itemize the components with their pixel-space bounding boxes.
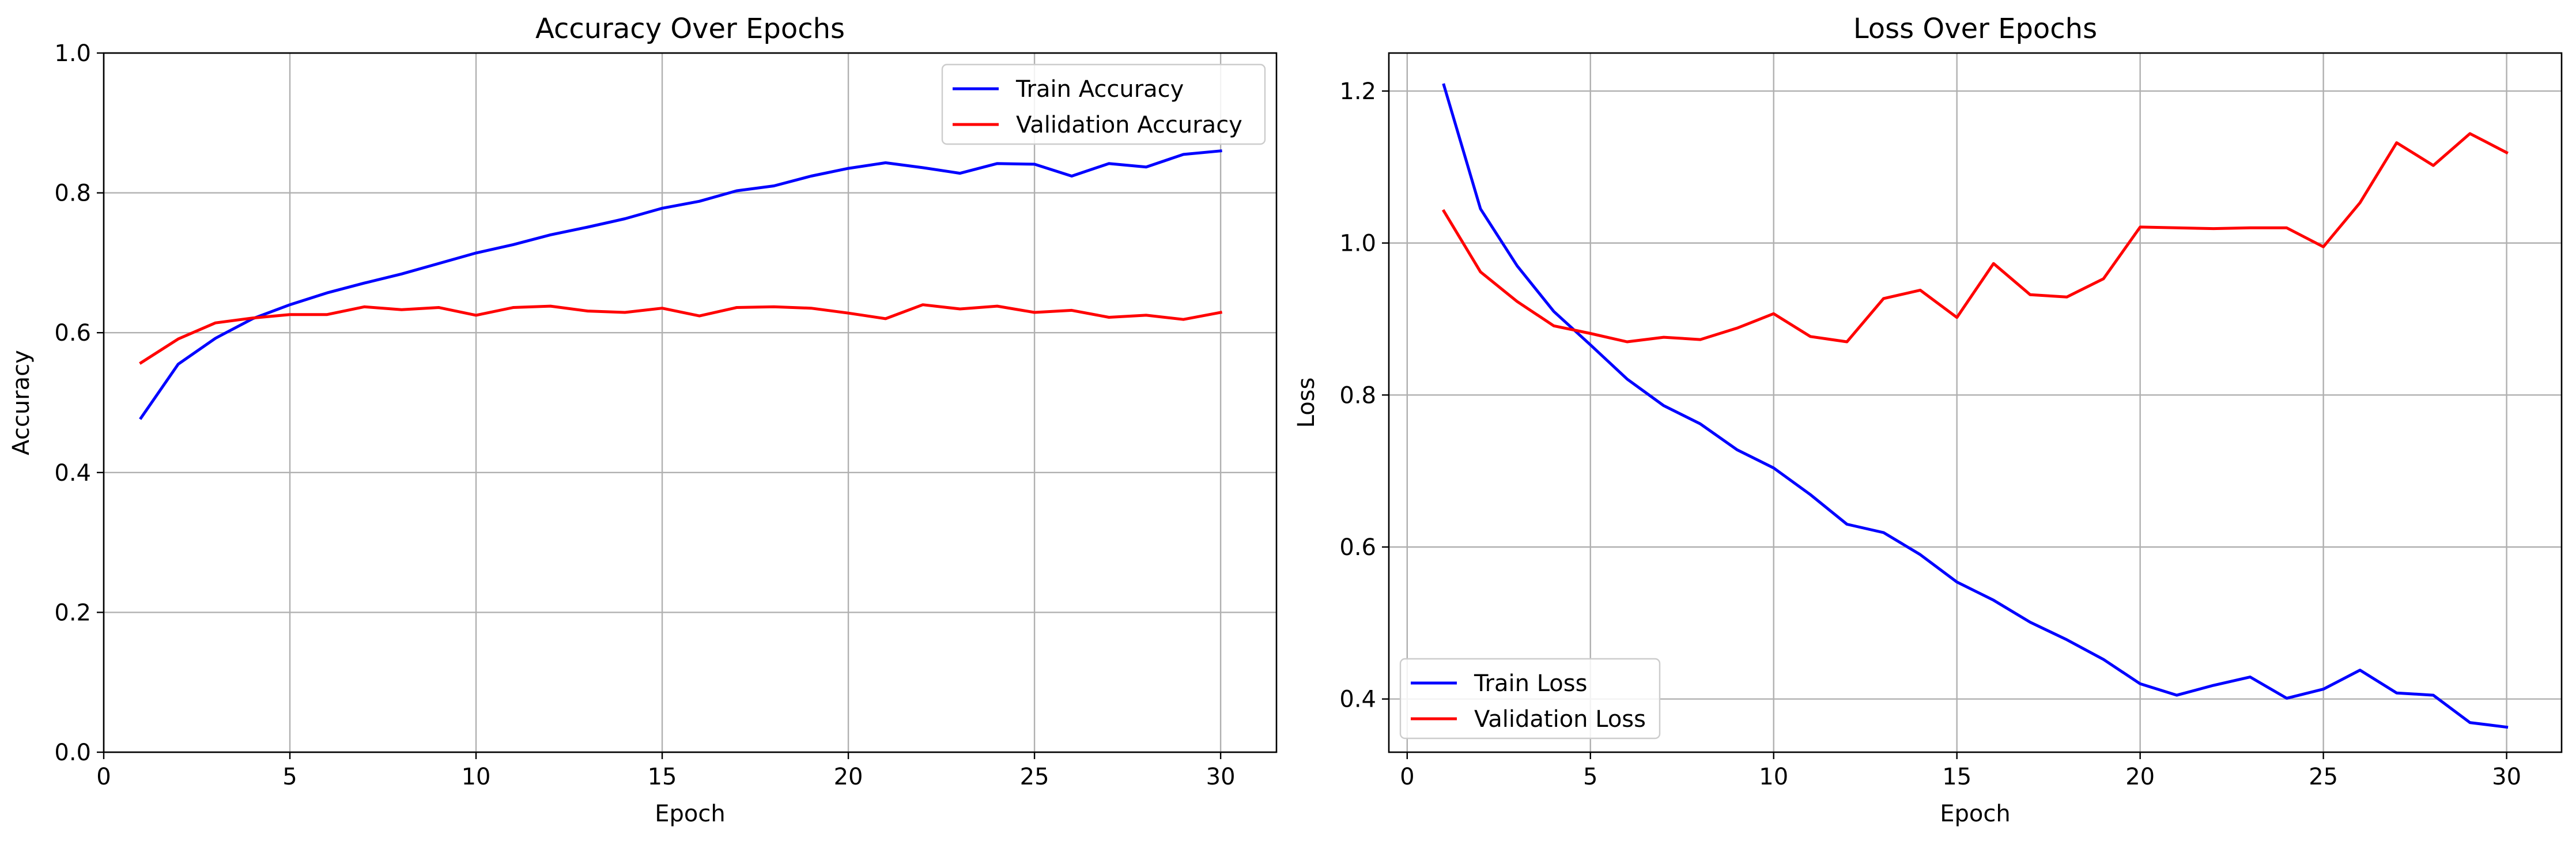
y-tick-label: 0.6 xyxy=(54,320,91,346)
x-tick-label: 0 xyxy=(1400,764,1414,790)
series-line-validation-accuracy xyxy=(139,303,1223,365)
legend: Train Loss Validation Loss xyxy=(1399,658,1661,740)
x-tick-label: 25 xyxy=(2309,764,2338,790)
series-line-validation-loss xyxy=(1441,132,2509,344)
plot-frame xyxy=(1388,52,2563,753)
legend: Train Accuracy Validation Accuracy xyxy=(941,63,1266,145)
x-tick-label: 30 xyxy=(2492,764,2521,790)
x-tick-label: 15 xyxy=(648,764,677,790)
plot-frame xyxy=(103,52,1278,753)
x-axis-label: Epoch xyxy=(1940,801,2010,827)
x-tick-label: 5 xyxy=(282,764,297,790)
y-axis-label: Loss xyxy=(1293,378,1320,428)
chart-title: Accuracy Over Epochs xyxy=(535,13,845,45)
y-tick-label: 0.0 xyxy=(54,740,91,766)
y-tick-label: 1.0 xyxy=(1339,231,1376,257)
x-tick-label: 15 xyxy=(1942,764,1971,790)
y-tick-label: 0.8 xyxy=(54,180,91,207)
x-tick-label: 0 xyxy=(96,764,111,790)
legend-label: Validation Loss xyxy=(1474,706,1646,733)
x-tick-label: 25 xyxy=(1020,764,1049,790)
y-tick-label: 0.8 xyxy=(1339,382,1376,409)
x-tick-label: 5 xyxy=(1583,764,1597,790)
legend-box xyxy=(1399,658,1661,740)
y-tick-label: 1.2 xyxy=(1339,78,1376,105)
legend-label: Train Accuracy xyxy=(1015,76,1184,103)
y-tick-label: 0.6 xyxy=(1339,534,1376,561)
series-line-train-accuracy xyxy=(139,149,1222,420)
y-axis-label: Accuracy xyxy=(8,350,35,455)
x-tick-label: 30 xyxy=(1206,764,1236,790)
legend-label: Train Loss xyxy=(1474,670,1587,697)
series-line-train-loss xyxy=(1442,83,2509,729)
legend-box xyxy=(941,63,1266,145)
chart-2: 0 5 10 15 20 25 30 0.4 0.6 0.8 1.0 1.2 Loss Over Epo… xyxy=(1293,13,2563,827)
y-tick-label: 0.2 xyxy=(54,599,91,626)
y-tick-label: 0.4 xyxy=(54,460,91,486)
legend-label: Validation Accuracy xyxy=(1016,112,1242,138)
y-tick-label: 0.4 xyxy=(1339,686,1376,713)
chart-title: Loss Over Epochs xyxy=(1853,13,2097,45)
x-tick-label: 20 xyxy=(2125,764,2155,790)
x-tick-label: 20 xyxy=(834,764,863,790)
x-axis-label: Epoch xyxy=(655,801,725,827)
x-tick-label: 10 xyxy=(1759,764,1788,790)
chart-1: 0 5 10 15 20 25 30 0.0 0.2 0.4 0.6 0.8 1.0 Accuracy O… xyxy=(8,13,1278,827)
y-tick-label: 1.0 xyxy=(54,40,91,67)
x-tick-label: 10 xyxy=(462,764,491,790)
